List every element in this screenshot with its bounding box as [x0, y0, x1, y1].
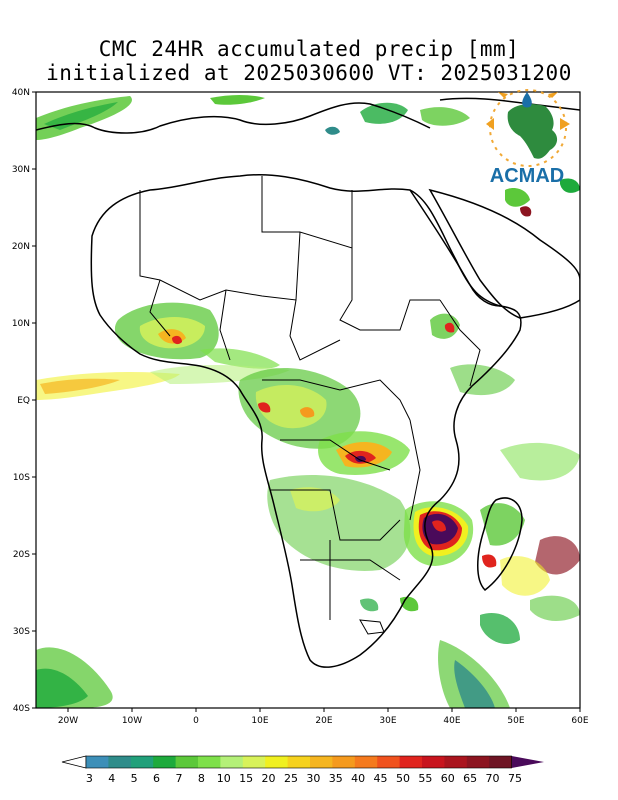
colorbar-label: 4 — [108, 772, 115, 785]
colorbar-swatch — [130, 756, 154, 768]
colorbar-label: 60 — [441, 772, 455, 785]
colorbar-label: 10 — [217, 772, 231, 785]
colorbar-swatch — [377, 756, 401, 768]
africa-silhouette-icon — [507, 104, 558, 159]
colorbar-min-arrow — [61, 755, 87, 769]
precip-layer — [36, 95, 580, 708]
colorbar-swatch — [489, 756, 513, 768]
colorbar-outline — [85, 755, 512, 769]
colorbar-label: 30 — [306, 772, 320, 785]
colorbar-swatch — [108, 756, 132, 768]
lat-tick-label: 10S — [13, 473, 30, 483]
colorbar-swatch — [287, 756, 311, 768]
colorbar-label: 50 — [396, 772, 410, 785]
lat-tick-label: 30N — [12, 165, 30, 175]
colorbar-label: 75 — [508, 772, 522, 785]
colorbar-swatch — [422, 756, 445, 768]
colorbar-label: 45 — [374, 772, 388, 785]
droplet-icon — [522, 92, 532, 108]
lon-tick-label: 20E — [315, 716, 332, 726]
colorbar-label: 40 — [351, 772, 365, 785]
lat-tick-label: EQ — [17, 396, 30, 406]
colorbar-swatch — [242, 756, 266, 768]
colorbar-swatch — [265, 756, 289, 768]
colorbar-swatch — [332, 756, 356, 768]
colorbar-swatch — [198, 756, 221, 768]
colorbar-label: 35 — [329, 772, 343, 785]
colorbar-swatch — [310, 756, 333, 768]
lat-tick-label: 20S — [13, 550, 30, 560]
latitude-ticks: 40N 30N 20N 10N EQ 10S 20S 30S 40S — [12, 88, 36, 714]
lon-tick-label: 0 — [193, 716, 199, 726]
colorbar-label: 25 — [284, 772, 298, 785]
lon-tick-label: 10E — [251, 716, 268, 726]
coastline-layer — [36, 97, 580, 668]
lat-tick-label: 40S — [13, 704, 30, 714]
colorbar-swatch — [399, 756, 423, 768]
colorbar-label: 5 — [131, 772, 138, 785]
colorbar-label: 55 — [418, 772, 432, 785]
border-layer — [139, 176, 481, 635]
lon-tick-label: 40E — [443, 716, 460, 726]
lon-tick-label: 30E — [379, 716, 396, 726]
logo-text: ACMAD — [490, 165, 564, 187]
colorbar-swatch — [153, 756, 177, 768]
lat-tick-label: 20N — [12, 242, 30, 252]
colorbar-label: 15 — [239, 772, 253, 785]
lon-tick-label: 10W — [122, 716, 142, 726]
colorbar-label: 3 — [86, 772, 93, 785]
colorbar-swatch — [86, 756, 109, 768]
colorbar-label: 70 — [486, 772, 500, 785]
acmad-logo: ACMAD — [486, 89, 570, 187]
lon-tick-label: 20W — [58, 716, 78, 726]
colorbar-swatch — [220, 756, 244, 768]
logo-emblem — [486, 89, 570, 167]
colorbar-label: 7 — [175, 772, 182, 785]
colorbar-max-arrow — [511, 756, 544, 768]
colorbar-label: 6 — [153, 772, 160, 785]
lat-tick-label: 30S — [13, 627, 30, 637]
chart-title-line2: initialized at 2025030600 VT: 2025031200 — [46, 61, 572, 85]
colorbar-swatch — [175, 756, 199, 768]
colorbar-label: 20 — [262, 772, 276, 785]
colorbar-label: 8 — [198, 772, 205, 785]
colorbar-swatch — [444, 756, 468, 768]
colorbar: 3 4 5 6 7 8 10 15 20 25 30 35 40 45 50 55 60 65 70 75 — [61, 755, 544, 785]
colorbar-swatch — [466, 756, 490, 768]
chart-title-line1: CMC 24HR accumulated precip [mm] — [98, 37, 520, 61]
lat-tick-label: 10N — [12, 319, 30, 329]
lon-tick-label: 50E — [507, 716, 524, 726]
lat-tick-label: 40N — [12, 88, 30, 98]
longitude-ticks: 20W 10W 0 10E 20E 30E 40E 50E 60E — [58, 708, 589, 726]
colorbar-label: 65 — [463, 772, 477, 785]
lon-tick-label: 60E — [571, 716, 588, 726]
colorbar-swatch — [354, 756, 378, 768]
